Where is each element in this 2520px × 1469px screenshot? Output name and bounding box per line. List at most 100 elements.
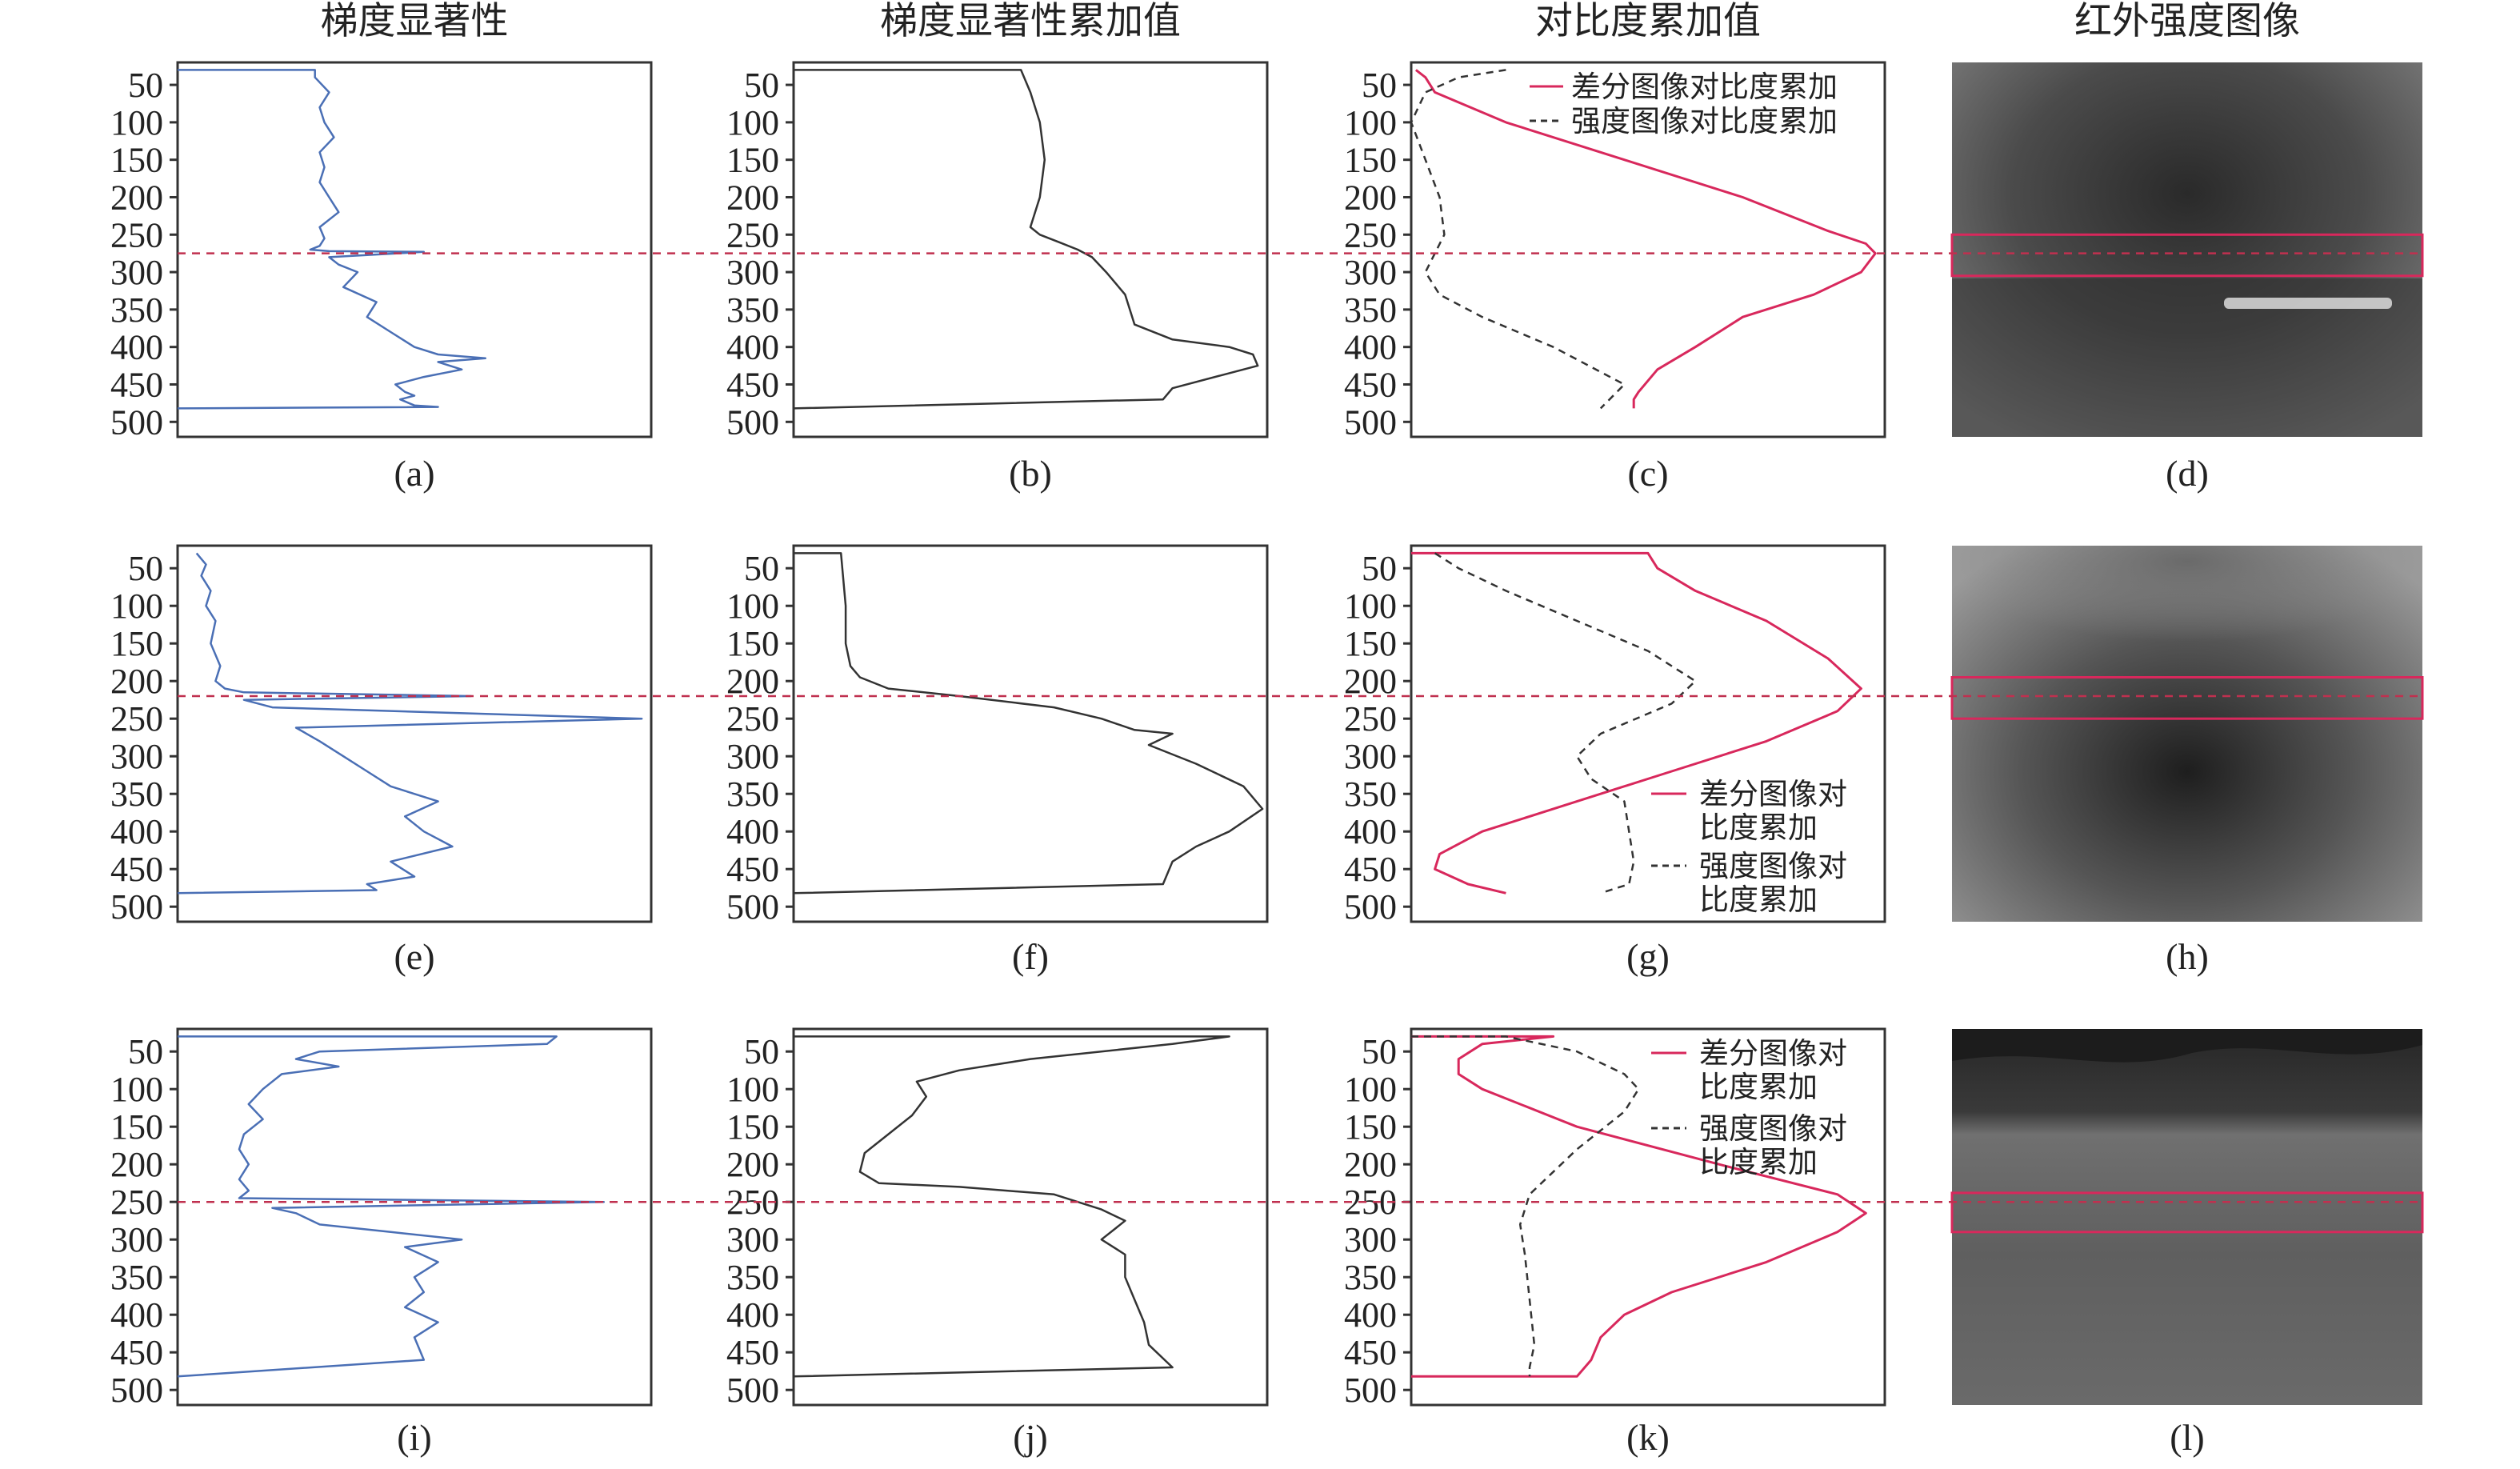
y-tick-label: 100 bbox=[726, 1070, 779, 1109]
y-tick-label: 100 bbox=[110, 1070, 163, 1109]
y-tick-label: 50 bbox=[1362, 1032, 1397, 1071]
series-layer bbox=[793, 552, 1264, 895]
y-tick-label: 250 bbox=[110, 1183, 163, 1222]
y-tick-label: 500 bbox=[110, 887, 163, 927]
y-tick-label: 350 bbox=[1344, 1258, 1397, 1297]
series-line-diff bbox=[1414, 69, 1877, 409]
y-tick-label: 400 bbox=[1344, 1295, 1397, 1335]
legend: 差分图像对 比度累加 强度图像对 比度累加 bbox=[1651, 1036, 1847, 1179]
plot-frame bbox=[1410, 1027, 1886, 1407]
y-tick-label: 150 bbox=[726, 1107, 779, 1147]
plot-frame bbox=[792, 544, 1269, 923]
y-tick-label: 50 bbox=[744, 66, 779, 105]
y-tick-label: 450 bbox=[110, 1333, 163, 1372]
series-layer bbox=[793, 1035, 1230, 1378]
y-tick-label: 500 bbox=[1344, 402, 1397, 442]
y-tick-label: 200 bbox=[1344, 662, 1397, 701]
y-tick-label: 500 bbox=[1344, 1371, 1397, 1410]
y-tick-label: 400 bbox=[110, 812, 163, 851]
panel-label-c: (c) bbox=[1627, 453, 1668, 494]
y-tick-label: 250 bbox=[1344, 699, 1397, 739]
y-tick-label: 200 bbox=[110, 1145, 163, 1184]
y-tick-label: 450 bbox=[726, 365, 779, 404]
column-title-infrared-image: 红外强度图像 bbox=[2074, 0, 2300, 43]
y-tick-label: 200 bbox=[726, 178, 779, 217]
y-tick-label: 100 bbox=[726, 586, 779, 626]
y-tick-label: 400 bbox=[726, 1295, 779, 1335]
panel-label-b: (b) bbox=[1009, 453, 1052, 494]
panel-label-l: (l) bbox=[2170, 1417, 2204, 1458]
series-line-cumulative bbox=[793, 69, 1259, 410]
y-tick-label: 200 bbox=[110, 178, 163, 217]
y-tick-label: 100 bbox=[1344, 1070, 1397, 1109]
y-tick-label: 150 bbox=[110, 141, 163, 180]
y-tick-label: 50 bbox=[1362, 549, 1397, 588]
legend-label-intensity-line2: 比度累加 bbox=[1699, 883, 1818, 917]
y-tick-label: 350 bbox=[110, 1258, 163, 1297]
y-tick-label: 300 bbox=[1344, 737, 1397, 776]
y-tick-label: 300 bbox=[1344, 1220, 1397, 1259]
y-tick-label: 150 bbox=[110, 624, 163, 663]
y-tick-label: 450 bbox=[1344, 365, 1397, 404]
series-layer bbox=[1411, 551, 1862, 895]
highlight-box bbox=[1950, 1191, 2424, 1234]
y-tick-label: 500 bbox=[726, 1371, 779, 1410]
plot-frame bbox=[792, 61, 1269, 438]
y-tick-label: 350 bbox=[1344, 775, 1397, 814]
legend-label-intensity-line2: 比度累加 bbox=[1699, 1145, 1818, 1179]
highlight-layer bbox=[1950, 1191, 2424, 1234]
y-tick-label: 150 bbox=[1344, 141, 1397, 180]
y-tick-label: 400 bbox=[726, 328, 779, 367]
y-tick-label: 150 bbox=[1344, 1107, 1397, 1147]
plot-frame bbox=[176, 1027, 653, 1407]
highlight-layer bbox=[1950, 233, 2424, 278]
legend-label-diff-line2: 比度累加 bbox=[1699, 811, 1818, 845]
series-line-intensity bbox=[1434, 552, 1697, 895]
y-tick-label: 450 bbox=[1344, 850, 1397, 889]
panel-label-e: (e) bbox=[394, 936, 434, 977]
y-tick-label: 50 bbox=[128, 1032, 163, 1071]
y-tick-label: 300 bbox=[110, 253, 163, 292]
series-line-cumulative bbox=[793, 1035, 1230, 1378]
y-tick-label: 350 bbox=[726, 1258, 779, 1297]
y-tick-label: 300 bbox=[1344, 253, 1397, 292]
y-tick-label: 300 bbox=[110, 737, 163, 776]
y-tick-label: 300 bbox=[110, 1220, 163, 1259]
y-tick-label: 200 bbox=[110, 662, 163, 701]
legend-label-diff-line1: 差分图像对 bbox=[1699, 777, 1847, 811]
plot-frame bbox=[792, 1027, 1269, 1407]
y-tick-label: 400 bbox=[1344, 328, 1397, 367]
series-line-intensity bbox=[1410, 69, 1626, 410]
legend-label-intensity-line1: 强度图像对 bbox=[1699, 1111, 1847, 1146]
y-tick-label: 250 bbox=[726, 699, 779, 739]
y-tick-label: 200 bbox=[726, 662, 779, 701]
panel-label-d: (d) bbox=[2166, 453, 2209, 494]
y-tick-label: 100 bbox=[1344, 586, 1397, 626]
y-tick-label: 500 bbox=[110, 402, 163, 442]
series-layer bbox=[1411, 1035, 1867, 1378]
y-tick-label: 200 bbox=[1344, 178, 1397, 217]
y-tick-label: 500 bbox=[726, 887, 779, 927]
plot-frame bbox=[176, 544, 653, 923]
legend-label-intensity: 强度图像对比度累加 bbox=[1571, 104, 1838, 138]
y-tick-label: 150 bbox=[110, 1107, 163, 1147]
y-tick-label: 350 bbox=[726, 290, 779, 330]
plot-frame bbox=[1410, 544, 1886, 923]
column-title-contrast-cumulative: 对比度累加值 bbox=[1535, 0, 1761, 43]
y-tick-label: 450 bbox=[726, 1333, 779, 1372]
series-layer bbox=[793, 69, 1259, 410]
y-tick-label: 350 bbox=[1344, 290, 1397, 330]
y-tick-label: 50 bbox=[744, 549, 779, 588]
